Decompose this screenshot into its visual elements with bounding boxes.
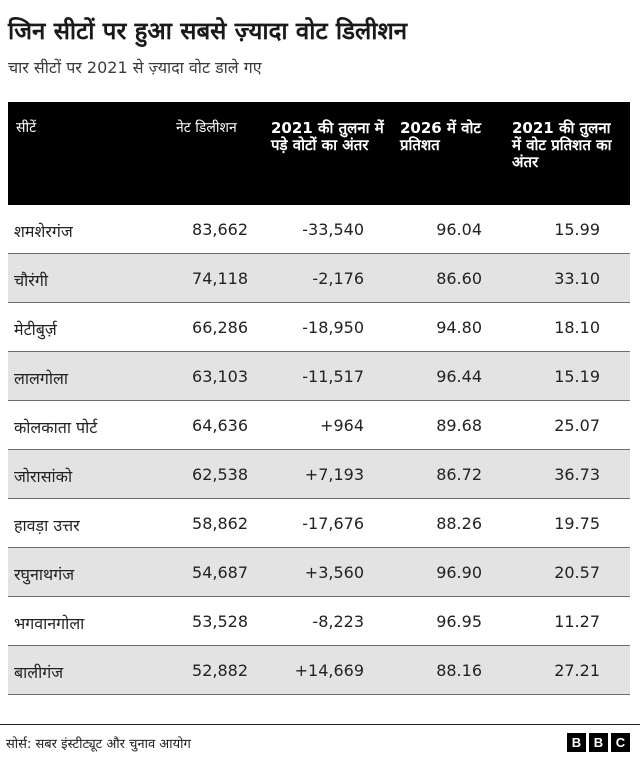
- cell-net-deletion: 54,687: [192, 563, 248, 582]
- cell-seat: भगवानगोला: [14, 614, 85, 633]
- cell-pct-2026: 96.95: [436, 612, 482, 631]
- column-header-seat: सीटें: [16, 120, 37, 136]
- table-body: शमशेरगंज 83,662 -33,540 96.04 15.99 चौरंगी 74,…: [8, 205, 630, 695]
- table-row: रघुनाथगंज 54,687 +3,560 96.90 20.57: [8, 548, 630, 597]
- table-row: कोलकाता पोर्ट 64,636 +964 89.68 25.07: [8, 401, 630, 450]
- column-header-pct-2026: 2026 में वोट प्रतिशत: [400, 119, 481, 154]
- cell-seat: मेटीबुर्ज़: [14, 320, 57, 339]
- cell-pct-diff: 20.57: [554, 563, 600, 582]
- cell-seat: बालीगंज: [14, 663, 64, 682]
- cell-pct-2026: 96.44: [436, 367, 482, 386]
- cell-pct-2026: 96.04: [436, 220, 482, 239]
- cell-seat: जोरासांको: [14, 467, 73, 486]
- footer-divider: [0, 724, 640, 725]
- table-row: भगवानगोला 53,528 -8,223 96.95 11.27: [8, 597, 630, 646]
- bbc-logo: B B C: [567, 733, 630, 752]
- cell-vote-diff: +3,560: [304, 563, 364, 582]
- cell-pct-2026: 96.90: [436, 563, 482, 582]
- table-row: शमशेरगंज 83,662 -33,540 96.04 15.99: [8, 205, 630, 254]
- cell-vote-diff: -2,176: [312, 269, 364, 288]
- logo-letter: B: [589, 733, 608, 752]
- cell-vote-diff: -8,223: [312, 612, 364, 631]
- cell-seat: शमशेरगंज: [14, 222, 73, 241]
- cell-seat: कोलकाता पोर्ट: [14, 418, 98, 437]
- table-header: सीटें नेट डिलीशन 2021 की तुलना में पड़े …: [8, 102, 630, 205]
- cell-net-deletion: 52,882: [192, 661, 248, 680]
- cell-pct-diff: 11.27: [554, 612, 600, 631]
- cell-net-deletion: 83,662: [192, 220, 248, 239]
- cell-net-deletion: 74,118: [192, 269, 248, 288]
- cell-vote-diff: -17,676: [302, 514, 364, 533]
- cell-pct-diff: 15.19: [554, 367, 600, 386]
- cell-vote-diff: -33,540: [302, 220, 364, 239]
- table-row: हावड़ा उत्तर 58,862 -17,676 88.26 19.75: [8, 499, 630, 548]
- cell-pct-diff: 27.21: [554, 661, 600, 680]
- cell-seat: हावड़ा उत्तर: [14, 516, 80, 535]
- table-row: मेटीबुर्ज़ 66,286 -18,950 94.80 18.10: [8, 303, 630, 352]
- source-note: सोर्स: सबर इंस्टीट्यूट और चुनाव आयोग: [6, 737, 191, 752]
- cell-pct-2026: 88.26: [436, 514, 482, 533]
- chart-title: जिन सीटों पर हुआ सबसे ज़्यादा वोट डिलीशन: [8, 17, 408, 45]
- cell-pct-diff: 36.73: [554, 465, 600, 484]
- cell-vote-diff: +7,193: [304, 465, 364, 484]
- cell-net-deletion: 64,636: [192, 416, 248, 435]
- table-row: बालीगंज 52,882 +14,669 88.16 27.21: [8, 646, 630, 695]
- cell-seat: चौरंगी: [14, 271, 49, 290]
- logo-letter: C: [611, 733, 630, 752]
- cell-net-deletion: 53,528: [192, 612, 248, 631]
- cell-pct-diff: 19.75: [554, 514, 600, 533]
- column-header-vote-diff: 2021 की तुलना में पड़े वोटों का अंतर: [271, 119, 384, 154]
- cell-vote-diff: +964: [320, 416, 364, 435]
- cell-pct-diff: 33.10: [554, 269, 600, 288]
- chart-subtitle: चार सीटों पर 2021 से ज़्यादा वोट डाले गए: [8, 58, 262, 77]
- cell-vote-diff: -11,517: [302, 367, 364, 386]
- cell-pct-2026: 86.72: [436, 465, 482, 484]
- cell-net-deletion: 66,286: [192, 318, 248, 337]
- table-row: चौरंगी 74,118 -2,176 86.60 33.10: [8, 254, 630, 303]
- cell-pct-2026: 94.80: [436, 318, 482, 337]
- cell-net-deletion: 63,103: [192, 367, 248, 386]
- table-row: जोरासांको 62,538 +7,193 86.72 36.73: [8, 450, 630, 499]
- cell-seat: लालगोला: [14, 369, 68, 388]
- column-header-pct-diff: 2021 की तुलना में वोट प्रतिशत का अंतर: [512, 119, 612, 171]
- column-header-net-deletion: नेट डिलीशन: [176, 120, 237, 136]
- cell-pct-diff: 25.07: [554, 416, 600, 435]
- cell-pct-diff: 15.99: [554, 220, 600, 239]
- cell-vote-diff: +14,669: [294, 661, 364, 680]
- table-row: लालगोला 63,103 -11,517 96.44 15.19: [8, 352, 630, 401]
- cell-net-deletion: 58,862: [192, 514, 248, 533]
- cell-pct-diff: 18.10: [554, 318, 600, 337]
- cell-pct-2026: 88.16: [436, 661, 482, 680]
- cell-pct-2026: 86.60: [436, 269, 482, 288]
- cell-pct-2026: 89.68: [436, 416, 482, 435]
- logo-letter: B: [567, 733, 586, 752]
- cell-vote-diff: -18,950: [302, 318, 364, 337]
- deletion-table: सीटें नेट डिलीशन 2021 की तुलना में पड़े …: [8, 102, 630, 695]
- cell-seat: रघुनाथगंज: [14, 565, 75, 584]
- cell-net-deletion: 62,538: [192, 465, 248, 484]
